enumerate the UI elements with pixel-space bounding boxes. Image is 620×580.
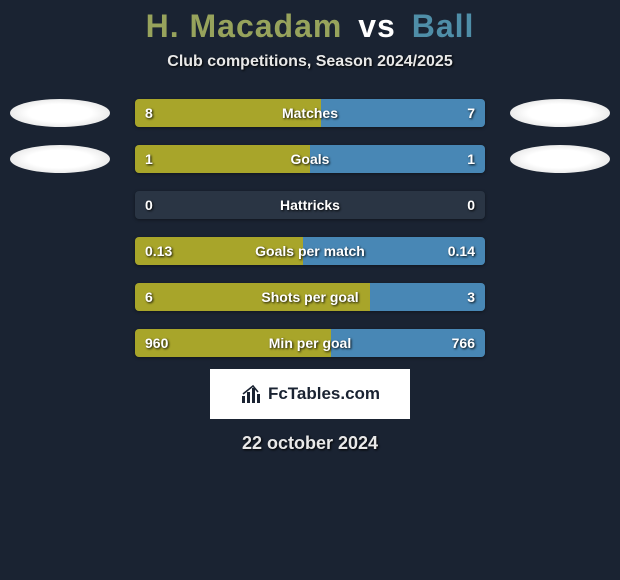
player2-value: 766 — [452, 335, 475, 351]
player1-value: 960 — [145, 335, 168, 351]
comparison-chart: Matches 8 7 Goals 1 1 Hattricks 0 0 Goals per mat… — [0, 99, 620, 357]
metric-label: Goals per match — [255, 243, 365, 259]
metric-row: Min per goal 960 766 — [0, 329, 620, 357]
metric-row: Shots per goal 6 3 — [0, 283, 620, 311]
player1-value: 0.13 — [145, 243, 172, 259]
player2-value: 0 — [467, 197, 475, 213]
player2-badge — [510, 145, 610, 173]
player1-badge — [10, 145, 110, 173]
player1-name: H. Macadam — [146, 8, 343, 44]
metric-bar: Min per goal 960 766 — [135, 329, 485, 357]
metric-bar: Goals per match 0.13 0.14 — [135, 237, 485, 265]
player1-value: 8 — [145, 105, 153, 121]
comparison-title: H. Macadam vs Ball — [146, 8, 475, 45]
vs-separator: vs — [358, 8, 396, 44]
metric-bar: Matches 8 7 — [135, 99, 485, 127]
metric-row: Hattricks 0 0 — [0, 191, 620, 219]
player2-value: 3 — [467, 289, 475, 305]
player2-name: Ball — [412, 8, 475, 44]
player2-value: 0.14 — [448, 243, 475, 259]
metric-label: Hattricks — [280, 197, 340, 213]
fctables-logo: FcTables.com — [210, 369, 410, 419]
metric-label: Matches — [282, 105, 338, 121]
player1-value: 0 — [145, 197, 153, 213]
player2-bar — [321, 99, 486, 127]
chart-icon — [240, 384, 264, 404]
metric-row: Goals 1 1 — [0, 145, 620, 173]
metric-bar: Shots per goal 6 3 — [135, 283, 485, 311]
player1-value: 6 — [145, 289, 153, 305]
player2-badge — [510, 99, 610, 127]
metric-bar: Goals 1 1 — [135, 145, 485, 173]
player2-bar — [310, 145, 485, 173]
snapshot-date: 22 october 2024 — [242, 433, 378, 454]
metric-label: Min per goal — [269, 335, 351, 351]
logo-text: FcTables.com — [268, 384, 380, 404]
subtitle: Club competitions, Season 2024/2025 — [167, 53, 452, 71]
metric-label: Goals — [291, 151, 330, 167]
metric-row: Goals per match 0.13 0.14 — [0, 237, 620, 265]
metric-bar: Hattricks 0 0 — [135, 191, 485, 219]
metric-row: Matches 8 7 — [0, 99, 620, 127]
metric-label: Shots per goal — [261, 289, 358, 305]
player2-value: 7 — [467, 105, 475, 121]
player1-bar — [135, 145, 310, 173]
player2-value: 1 — [467, 151, 475, 167]
player1-value: 1 — [145, 151, 153, 167]
player1-badge — [10, 99, 110, 127]
